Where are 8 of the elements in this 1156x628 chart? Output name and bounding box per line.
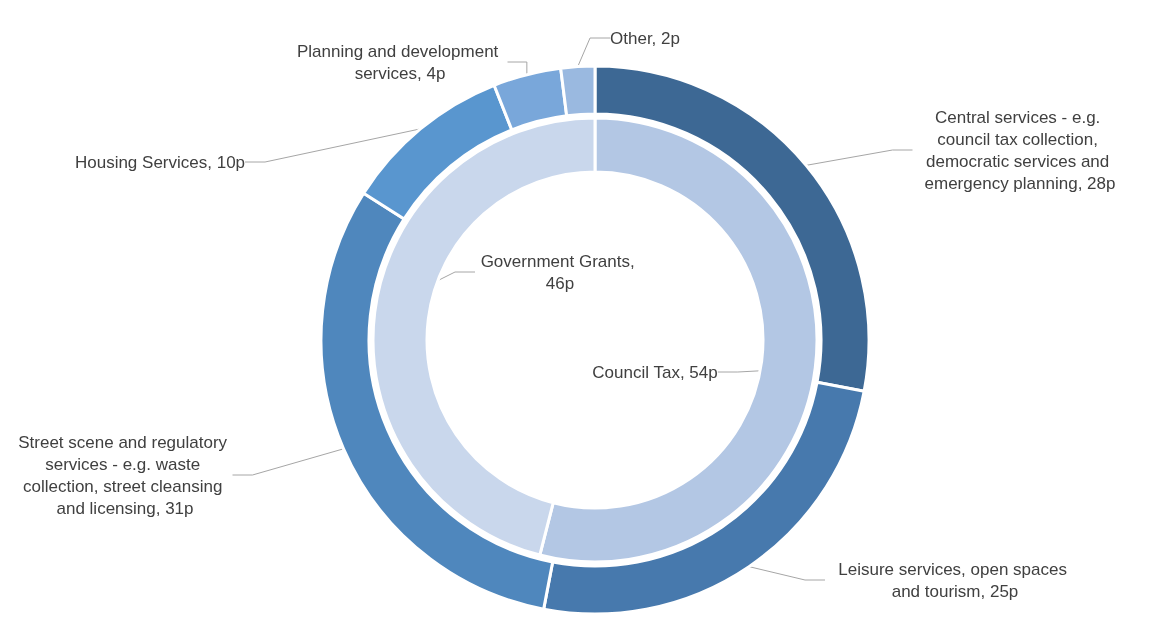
slice-label: Other, 2p bbox=[610, 28, 680, 48]
slice-label: Planning and development services, 4p bbox=[296, 41, 504, 83]
slice-label: Central services - e.g. council tax collection, democratic services and emergency planning, 28p bbox=[924, 107, 1116, 193]
slice-label: Housing Services, 10p bbox=[74, 152, 246, 172]
slice-label: Street scene and regulatory services - e.g. waste collection, street cleansing and licensing, 31p bbox=[18, 432, 232, 518]
slice-label: Council Tax, 54p bbox=[592, 362, 718, 382]
slice-label: Leisure services, open spaces and tourism, 25p bbox=[838, 559, 1072, 601]
slice-label: Government Grants, 46p bbox=[480, 251, 640, 293]
